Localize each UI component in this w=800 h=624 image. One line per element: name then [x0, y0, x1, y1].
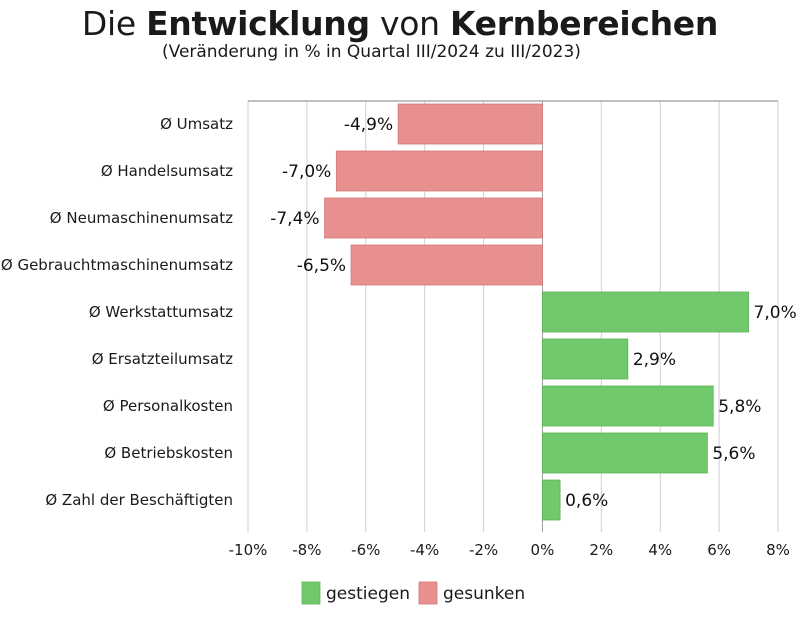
value-label: 7,0% — [754, 303, 797, 323]
legend-swatch — [418, 581, 438, 605]
x-tick-label: 4% — [648, 541, 672, 559]
category-labels: Ø Umsatz Ø Handelsumsatz Ø Neumaschinenums… — [1, 115, 233, 509]
chart-subtitle: (Veränderung in % in Quartal III/2024 zu… — [162, 42, 581, 62]
category-label: Ø Handelsumsatz — [101, 162, 233, 180]
category-label: Ø Personalkosten — [103, 397, 233, 415]
value-label: 0,6% — [565, 491, 608, 511]
legend-swatch — [301, 581, 321, 605]
category-label: Ø Zahl der Beschäftigten — [45, 491, 233, 509]
x-tick-label: 6% — [707, 541, 731, 559]
value-labels: -4,9% -7,0% -7,4% -6,5% 7,0% 2,9% 5,8% 5,6% 0,6% — [270, 115, 797, 511]
bar — [542, 479, 561, 521]
bar — [542, 291, 749, 333]
x-tick-label: -10% — [229, 541, 268, 559]
bar — [324, 197, 543, 239]
bar — [397, 103, 543, 145]
x-tick-label: 8% — [766, 541, 790, 559]
value-label: 2,9% — [633, 350, 676, 370]
category-label: Ø Ersatzteilumsatz — [92, 350, 233, 368]
bar — [542, 385, 714, 427]
category-label: Ø Neumaschinenumsatz — [50, 209, 233, 227]
x-tick-label: -6% — [351, 541, 380, 559]
bar — [335, 150, 543, 192]
legend: gestiegen gesunken — [301, 581, 525, 605]
title-bold-2: Kernbereichen — [449, 4, 719, 43]
x-tick-label: 0% — [531, 541, 555, 559]
title-part-2: von — [369, 4, 450, 43]
value-label: -4,9% — [344, 115, 393, 135]
category-label: Ø Umsatz — [160, 115, 233, 133]
category-label: Ø Gebrauchtmaschinenumsatz — [1, 256, 233, 274]
legend-label: gesunken — [443, 584, 525, 604]
bars — [324, 103, 749, 521]
value-label: -7,0% — [282, 162, 331, 182]
title-bold-1: Entwicklung — [146, 4, 370, 43]
value-label: 5,8% — [718, 397, 761, 417]
title-part-1: Die — [81, 4, 147, 43]
x-tick-labels: -10% -8% -6% -4% -2% 0% 2% 4% 6% 8% — [229, 541, 790, 559]
chart-title: Die Entwicklung von Kernbereichen — [0, 4, 800, 44]
category-label: Ø Betriebskosten — [104, 444, 233, 462]
value-label: 5,6% — [712, 444, 755, 464]
x-tick-label: -4% — [410, 541, 439, 559]
bar — [542, 432, 708, 474]
x-tick-label: -8% — [292, 541, 321, 559]
bar — [542, 338, 629, 380]
value-label: -7,4% — [270, 209, 319, 229]
bar — [350, 244, 543, 286]
category-label: Ø Werkstattumsatz — [89, 303, 233, 321]
x-tick-label: 2% — [589, 541, 613, 559]
legend-label: gestiegen — [326, 584, 410, 604]
x-tick-label: -2% — [469, 541, 498, 559]
value-label: -6,5% — [297, 256, 346, 276]
